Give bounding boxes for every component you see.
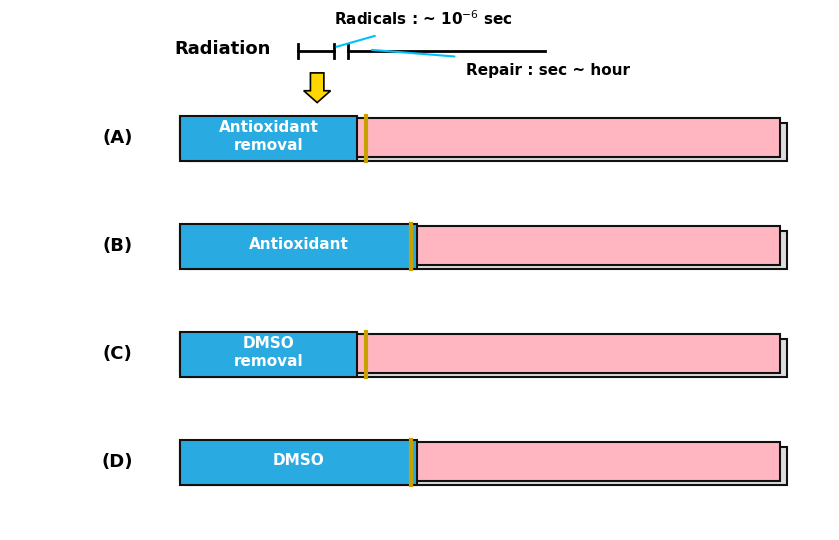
Bar [180, 334, 780, 373]
Bar [180, 442, 780, 481]
FancyArrow shape [304, 73, 331, 103]
Bar [180, 118, 780, 157]
Bar [187, 231, 787, 269]
Bar [187, 339, 787, 377]
Text: Repair : sec ~ hour: Repair : sec ~ hour [466, 63, 629, 78]
Bar [180, 226, 780, 265]
Text: Radicals : ~ 10$^{-6}$ sec: Radicals : ~ 10$^{-6}$ sec [334, 10, 513, 28]
Text: (A): (A) [102, 129, 133, 147]
Bar [180, 116, 357, 161]
Text: DMSO
removal: DMSO removal [234, 336, 304, 369]
Text: (B): (B) [102, 237, 133, 255]
Bar [187, 123, 787, 161]
Text: (C): (C) [102, 345, 133, 363]
Text: Radiation: Radiation [175, 39, 270, 58]
Bar [180, 440, 417, 485]
Text: Antioxidant
removal: Antioxidant removal [219, 120, 319, 153]
Bar [180, 224, 417, 269]
Text: Antioxidant: Antioxidant [249, 237, 349, 252]
Text: DMSO: DMSO [273, 453, 325, 468]
Bar [180, 332, 357, 377]
Text: (D): (D) [102, 453, 133, 471]
Bar [187, 447, 787, 485]
